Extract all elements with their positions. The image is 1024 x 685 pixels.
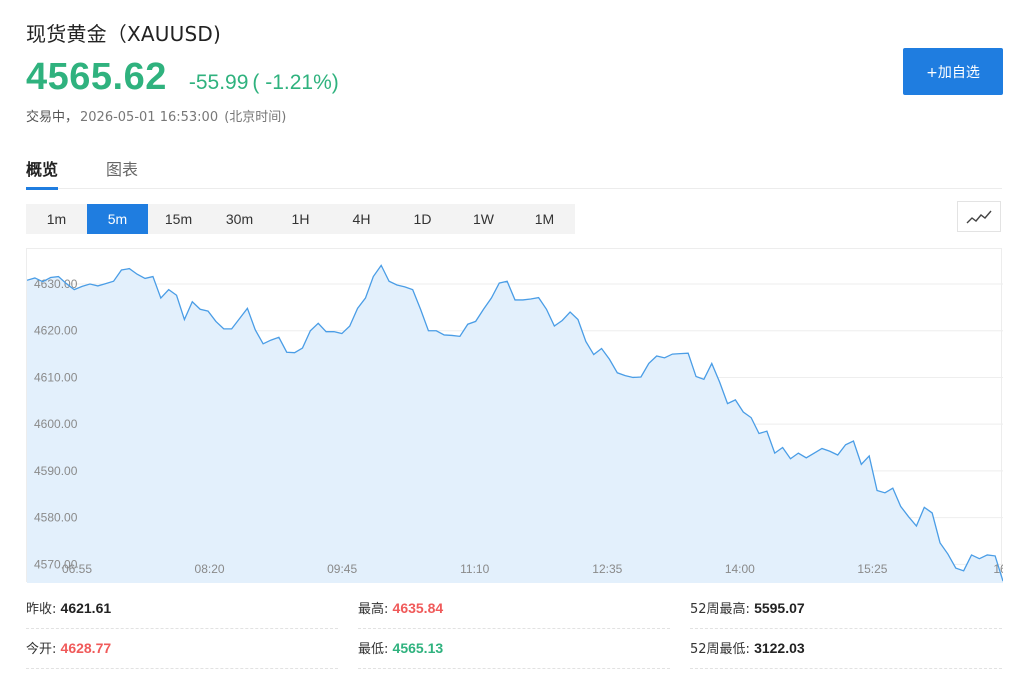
current-price: 4565.62 — [26, 56, 167, 98]
high-label: 最高: — [358, 602, 389, 617]
prev-close-value: 4621.61 — [60, 600, 112, 616]
week52-low-value: 3122.03 — [754, 640, 805, 656]
x-tick-label: 15:25 — [857, 562, 887, 576]
price-area — [27, 265, 1003, 583]
x-tick-label: 12:35 — [592, 562, 622, 576]
tab-overview[interactable]: 概览 — [26, 156, 59, 190]
x-tick-label: 16:5 — [993, 562, 1003, 576]
range-1d[interactable]: 1D — [413, 211, 432, 227]
low-label: 最低: — [358, 642, 389, 657]
add-watchlist-button[interactable]: +加自选 — [903, 48, 1003, 95]
change-value: -55.99 — [188, 71, 249, 94]
price-change: -55.99( -1.21%) — [189, 71, 339, 95]
stat-52w-high: 52周最高: 5595.07 — [690, 588, 1002, 629]
x-tick-label: 14:00 — [725, 562, 755, 576]
y-tick-label: 4610.00 — [34, 370, 78, 384]
price-chart[interactable]: 4570.00 4580.00 4590.00 4600.00 4610.00 4620.… — [26, 248, 1003, 583]
page-title: 现货黄金（XAUUSD) — [26, 22, 221, 46]
change-percent: ( -1.21%) — [252, 71, 339, 94]
y-tick-label: 4580.00 — [34, 511, 78, 525]
x-tick-label: 08:20 — [195, 562, 225, 576]
timezone: (北京时间) — [224, 110, 287, 125]
stat-high: 最高: 4635.84 — [358, 588, 670, 629]
high-value: 4635.84 — [392, 600, 444, 616]
open-label: 今开: — [26, 642, 57, 657]
stat-open: 今开: 4628.77 — [26, 628, 338, 669]
range-5m[interactable]: 5m — [87, 204, 148, 234]
range-30m[interactable]: 30m — [225, 211, 254, 227]
tab-bar: 概览 图表 — [26, 150, 1002, 190]
open-value: 4628.77 — [60, 640, 112, 656]
status-text: 交易中， — [26, 110, 79, 125]
tab-chart[interactable]: 图表 — [106, 160, 139, 179]
range-1w[interactable]: 1W — [473, 211, 494, 227]
stat-low: 最低: 4565.13 — [358, 628, 670, 669]
chart-canvas: 4570.00 4580.00 4590.00 4600.00 4610.00 4620.… — [27, 264, 1003, 583]
chart-type-toggle[interactable] — [957, 201, 1001, 232]
low-value: 4565.13 — [392, 640, 444, 656]
y-tick-label: 4630.00 — [34, 277, 78, 291]
week52-low-label: 52周最低: — [690, 642, 750, 657]
x-tick-label: 06:55 — [62, 562, 92, 576]
stat-52w-low: 52周最低: 3122.03 — [690, 628, 1002, 669]
x-tick-label: 09:45 — [327, 562, 357, 576]
price-row: 4565.62 -55.99( -1.21%) — [26, 56, 339, 98]
y-tick-label: 4590.00 — [34, 464, 78, 478]
range-1mo[interactable]: 1M — [534, 211, 555, 227]
week52-high-value: 5595.07 — [754, 600, 805, 616]
week52-high-label: 52周最高: — [690, 602, 750, 617]
line-chart-icon — [966, 210, 992, 223]
range-4h[interactable]: 4H — [352, 211, 371, 227]
stat-prev-close: 昨收: 4621.61 — [26, 588, 338, 629]
price-line — [27, 264, 1003, 582]
y-tick-label: 4620.00 — [34, 324, 78, 338]
timestamp: 2026-05-01 16:53:00 — [80, 110, 219, 125]
range-15m[interactable]: 15m — [164, 211, 193, 227]
range-1m[interactable]: 1m — [46, 211, 67, 227]
prev-close-label: 昨收: — [26, 602, 57, 617]
timeframe-selector: 1m 5m 15m 30m 1H 4H 1D 1W 1M — [26, 204, 575, 234]
trading-status: 交易中， 2026-05-01 16:53:00 (北京时间) — [26, 106, 286, 125]
y-tick-label: 4600.00 — [34, 417, 78, 431]
x-tick-label: 11:10 — [460, 562, 489, 576]
y-tick-label: 4570.00 — [34, 557, 78, 571]
range-1h[interactable]: 1H — [291, 211, 310, 227]
